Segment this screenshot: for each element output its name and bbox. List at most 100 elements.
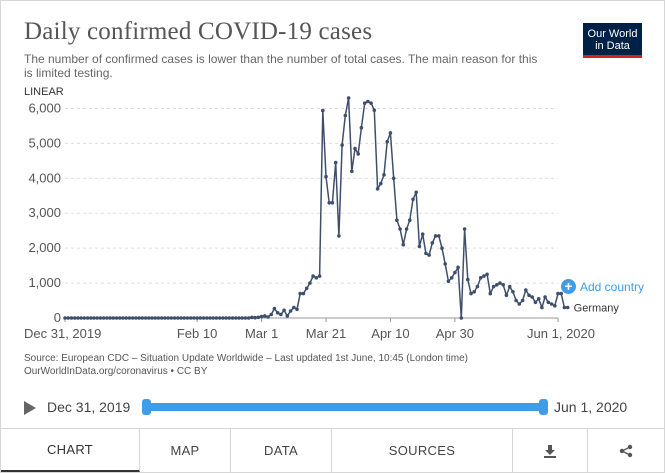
data-point [279,312,283,317]
data-point [105,316,109,320]
scale-toggle[interactable]: LINEAR [24,86,64,98]
data-point [485,272,489,277]
data-point [182,316,186,320]
data-point [353,146,357,151]
data-point [118,316,122,320]
data-point [482,274,486,278]
data-point [495,283,499,287]
play-icon[interactable] [24,401,36,415]
data-point [333,160,338,165]
data-point [253,315,257,320]
logo-line-1: Our World [587,28,638,40]
data-point [375,187,380,191]
data-point [176,316,180,320]
data-point [549,302,554,306]
data-point [565,305,570,310]
data-point [536,297,541,301]
data-point [130,316,135,320]
data-point [272,306,277,311]
data-point [240,316,244,320]
data-point [111,316,116,320]
data-point [362,101,367,105]
data-point [292,305,296,310]
legend-label-germany[interactable]: Germany [574,303,620,315]
data-point [266,315,270,319]
data-point [108,316,112,320]
data-point [330,201,335,205]
timeline-start-handle[interactable] [142,399,151,415]
plus-icon: + [561,279,576,294]
data-point [269,312,274,317]
data-point [527,293,531,298]
data-point [224,316,228,320]
data-point [95,316,99,320]
x-tick-label: Jun 1, 2020 [527,326,595,341]
data-point [127,316,132,320]
data-point [308,281,312,285]
chart-subtitle: The number of confirmed cases is lower t… [24,52,538,80]
download-icon [544,444,556,458]
data-point [198,316,203,320]
data-point [69,316,74,320]
timeline-end-label: Jun 1, 2020 [554,399,628,415]
timeline-end-handle[interactable] [539,399,548,415]
data-point [491,284,496,289]
series-germany [63,96,570,320]
data-point [395,218,399,222]
data-point [243,316,248,320]
data-point [440,246,444,250]
data-point [453,270,457,275]
tab-sources[interactable]: SOURCES [332,429,513,472]
tab-data[interactable]: DATA [231,429,332,472]
data-point [553,304,557,308]
data-point [147,316,151,320]
data-point [469,291,473,296]
data-point [227,316,232,320]
owid-logo[interactable]: Our World in Data [583,23,642,58]
tab-map[interactable]: MAP [140,429,231,472]
chart-title: Daily confirmed COVID-19 cases [24,18,373,45]
grid-lines [65,107,558,284]
add-country-button[interactable]: + Add country [561,279,644,294]
data-point [214,316,219,320]
data-point [66,316,70,320]
data-point [201,316,206,320]
data-point [504,293,509,298]
data-point [72,316,77,320]
tab-share[interactable] [588,429,664,472]
tab-download[interactable] [513,429,588,472]
source-line-1: Source: European CDC – Situation Update … [24,353,468,364]
data-point [153,316,157,320]
data-point [501,283,506,287]
source-line-2[interactable]: OurWorldInData.org/coronavirus • CC BY [24,366,208,377]
data-point [350,169,354,174]
data-point [205,316,209,320]
y-tick-label: 1,000 [28,275,61,290]
data-point [559,291,563,296]
data-point [462,227,467,231]
data-point [369,101,373,105]
y-tick-label: 5,000 [28,135,61,150]
data-point [340,143,344,147]
data-point [475,284,480,289]
data-point [188,316,193,320]
data-point [179,316,183,320]
add-country-label: Add country [580,279,645,294]
data-point [317,274,322,278]
data-point [346,96,351,100]
data-point [488,291,493,296]
tab-chart[interactable]: CHART [1,429,140,472]
timeline-slider-track[interactable] [145,403,545,411]
data-point [449,276,454,280]
data-point [221,316,225,320]
data-point [172,316,177,320]
data-point [150,316,154,320]
data-point [385,139,390,144]
x-tick-label: Mar 21 [306,326,346,341]
data-point [456,265,460,270]
x-tick-label: Apr 30 [436,326,474,341]
data-point [511,290,515,294]
data-point [391,176,396,181]
data-point [446,279,451,284]
data-point [382,173,386,177]
